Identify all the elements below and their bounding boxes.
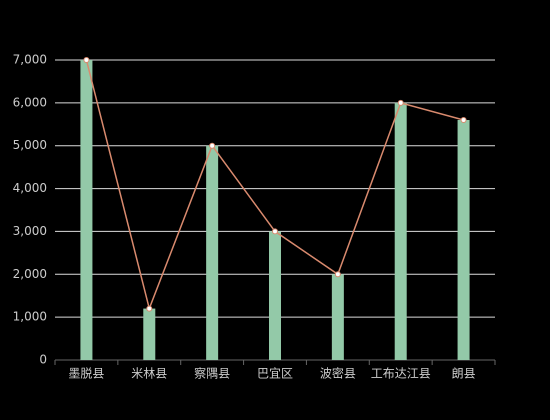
x-tick-label: 墨脱县 <box>68 366 104 381</box>
y-tick-label: 4,000 <box>13 181 47 195</box>
y-tick-label: 6,000 <box>13 95 47 109</box>
point <box>209 142 216 149</box>
x-tick-label: 察隅县 <box>194 367 230 381</box>
x-tick-label: 朗县 <box>452 367 476 381</box>
bar <box>457 120 470 360</box>
point <box>272 228 278 235</box>
point <box>460 117 467 123</box>
bar <box>143 308 156 360</box>
bar <box>206 145 219 360</box>
bar <box>394 102 407 360</box>
x-tick-label: 工布达江县 <box>371 367 431 381</box>
x-tick-label: 波密县 <box>320 366 356 381</box>
y-tick-label: 2,000 <box>13 267 47 281</box>
bar <box>269 231 281 360</box>
y-tick-label: 5,000 <box>13 138 47 152</box>
y-tick-label: 3,000 <box>13 224 47 238</box>
point <box>83 57 90 63</box>
point <box>397 99 404 106</box>
y-tick-label: 7,000 <box>13 53 47 67</box>
x-tick-label: 米林县 <box>131 367 167 381</box>
point <box>334 271 341 278</box>
y-tick-label: 1,000 <box>13 310 47 324</box>
bar <box>331 274 344 360</box>
bar <box>80 60 93 360</box>
point <box>146 305 153 312</box>
x-tick-label: 巴宜区 <box>257 366 293 381</box>
y-tick-label: 0 <box>39 353 47 367</box>
